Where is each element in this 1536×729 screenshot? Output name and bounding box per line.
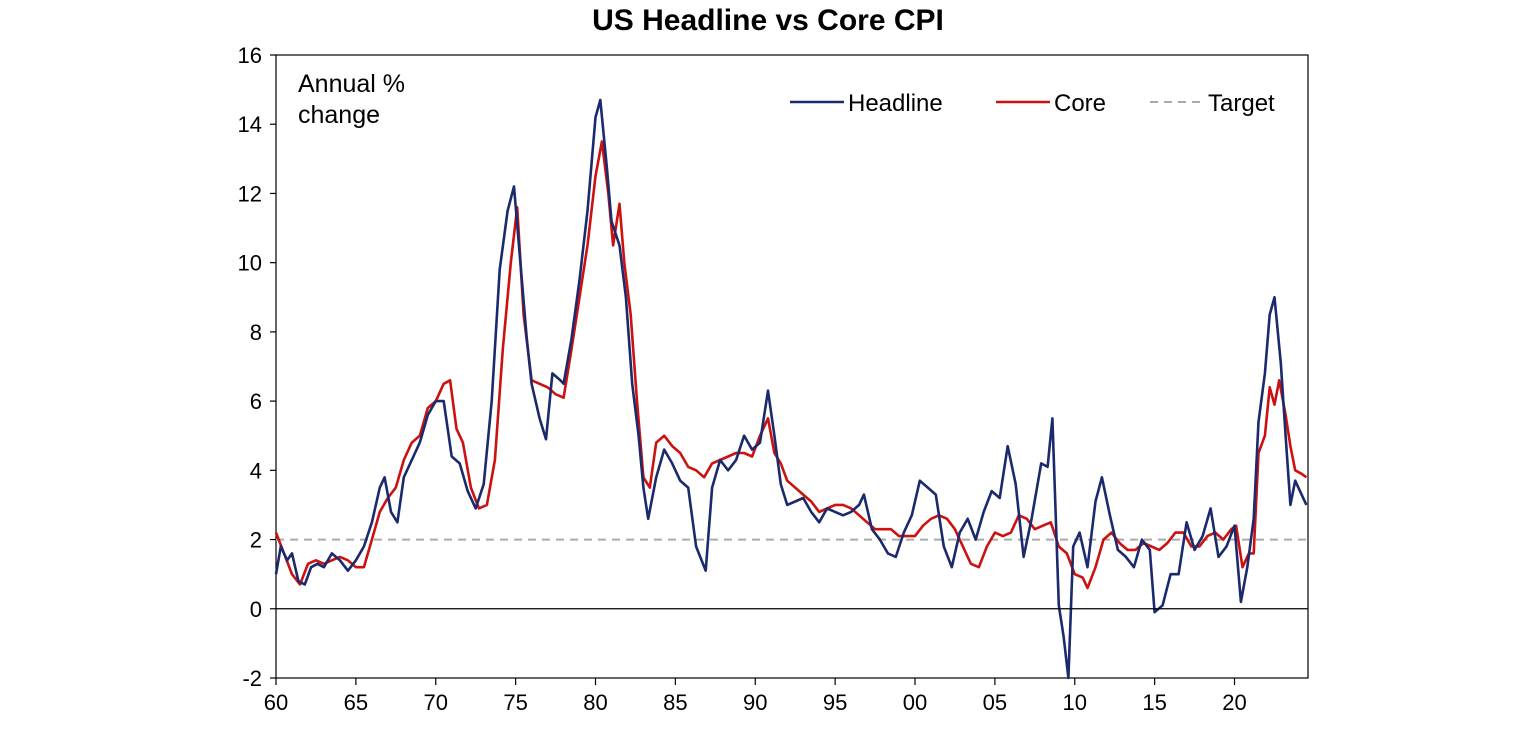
series-line-headline [274,98,1308,680]
axis-layer: -2 0 2 4 6 8 10 12 14 16 60 65 70 75 80 85 90 95 00 05 10 15 2… [238,43,1308,715]
y-tick-label: 4 [250,458,262,483]
series-line-core [274,140,1308,590]
y-tick-label: 14 [238,112,262,137]
legend: Headline Core Target [790,90,1275,117]
x-tick-label: 05 [983,690,1007,715]
legend-label: Target [1208,90,1275,117]
legend-label: Headline [848,90,943,117]
x-tick-label: 20 [1222,690,1246,715]
x-tick-label: 75 [503,690,527,715]
x-tick-label: 10 [1063,690,1087,715]
legend-item-headline: Headline [790,90,943,117]
y-tick-label: 10 [238,251,262,276]
annotation-line: change [298,101,380,129]
x-tick-label: 70 [424,690,448,715]
legend-label: Core [1054,90,1106,117]
annotation-line: Annual % [298,70,405,98]
x-tick-label: 80 [583,690,607,715]
y-tick-label: 12 [238,181,262,206]
series-layer [274,98,1308,680]
x-tick-label: 15 [1142,690,1166,715]
y-tick-label: 16 [238,43,262,68]
plot-frame [275,54,1309,679]
y-tick-label: 6 [250,389,262,414]
chart-title: US Headline vs Core CPI [592,4,944,37]
x-tick-label: 00 [903,690,927,715]
y-tick-label: 8 [250,320,262,345]
x-tick-label: 95 [823,690,847,715]
y-tick-label: 2 [250,528,262,553]
x-tick-label: 65 [344,690,368,715]
annotation-layer: Annual % change [298,70,405,129]
plot-area [275,54,1309,679]
y-tick-label: 0 [250,597,262,622]
x-tick-label: 90 [743,690,767,715]
legend-item-core: Core [996,90,1106,117]
y-tick-label: -2 [242,666,262,691]
x-tick-label: 60 [264,690,288,715]
x-tick-label: 85 [663,690,687,715]
legend-item-target: Target [1150,90,1275,117]
